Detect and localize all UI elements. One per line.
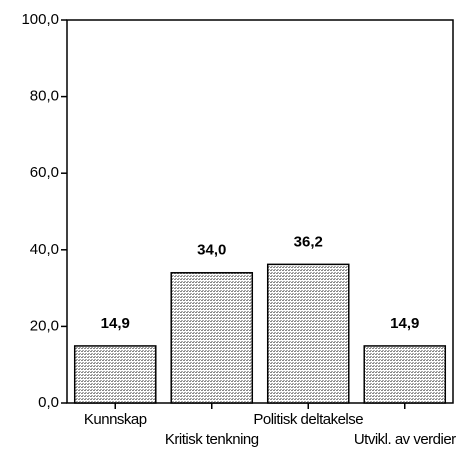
bar xyxy=(73,345,157,404)
y-tick-label: 80,0 xyxy=(30,88,59,105)
x-tick-label: Utvikl. av verdier xyxy=(354,431,456,448)
value-label: 36,2 xyxy=(294,233,323,250)
x-tick-label: Kunnskap xyxy=(84,411,147,428)
x-tick-label: Politisk deltakelse xyxy=(253,411,363,428)
y-tick-label: 0,0 xyxy=(38,394,59,411)
bar xyxy=(266,263,350,404)
y-tick-label: 60,0 xyxy=(30,164,59,181)
value-label: 34,0 xyxy=(197,242,226,259)
y-tick-label: 100,0 xyxy=(21,11,59,28)
value-label: 14,9 xyxy=(101,315,130,332)
value-label: 14,9 xyxy=(390,315,419,332)
y-tick-label: 40,0 xyxy=(30,241,59,258)
y-tick-label: 20,0 xyxy=(30,317,59,334)
bar xyxy=(363,345,447,404)
bar xyxy=(170,272,254,404)
x-tick-label: Kritisk tenkning xyxy=(165,431,259,448)
plot-frame xyxy=(66,19,454,404)
